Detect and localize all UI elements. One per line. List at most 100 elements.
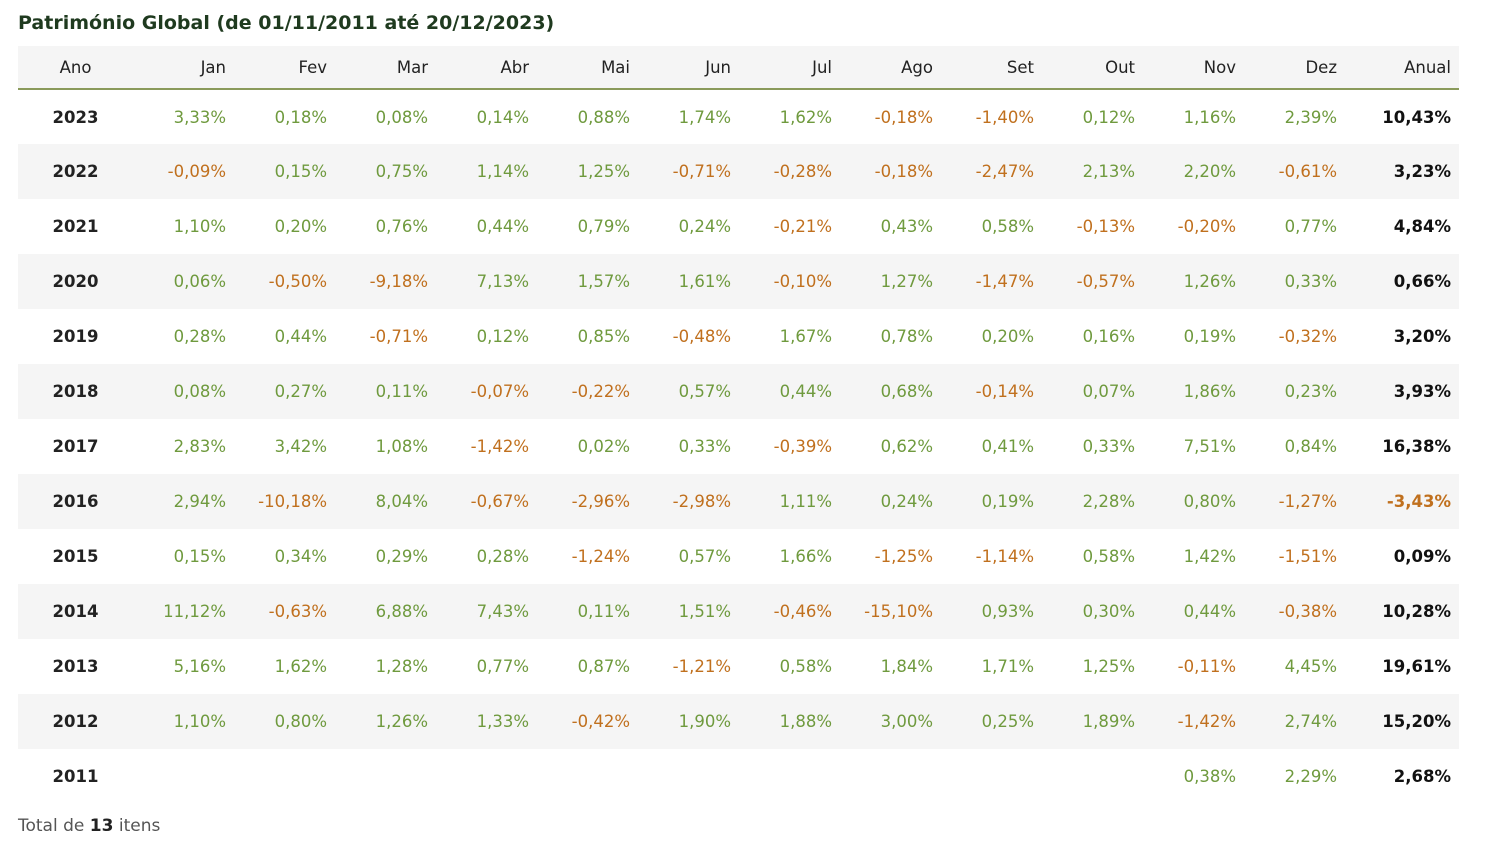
column-header-jun[interactable]: Jun xyxy=(638,46,739,90)
annual-return-cell: 0,66% xyxy=(1393,272,1451,291)
column-header-apr[interactable]: Abr xyxy=(436,46,537,90)
table-header-row: Ano Jan Fev Mar Abr Mai Jun Jul Ago Set … xyxy=(18,46,1459,90)
month-return-cell: 0,19% xyxy=(1183,327,1236,346)
month-return-cell: -0,71% xyxy=(672,162,731,181)
column-header-jul[interactable]: Jul xyxy=(739,46,840,90)
annual-return-cell: 3,23% xyxy=(1393,162,1451,181)
month-return-cell: 0,44% xyxy=(476,217,529,236)
month-return-cell: 0,23% xyxy=(1284,382,1337,401)
month-return-cell: -1,51% xyxy=(1278,547,1337,566)
month-return-cell: 7,13% xyxy=(476,272,529,291)
month-return-cell: 0,28% xyxy=(173,327,226,346)
column-header-nov[interactable]: Nov xyxy=(1143,46,1244,90)
month-return-cell: 1,84% xyxy=(880,657,933,676)
month-return-cell: 0,87% xyxy=(577,657,630,676)
month-return-cell: 0,84% xyxy=(1284,437,1337,456)
month-return-cell: -1,14% xyxy=(975,547,1034,566)
month-return-cell: 2,20% xyxy=(1183,162,1236,181)
year-cell: 2019 xyxy=(52,327,99,346)
month-return-cell: 7,51% xyxy=(1183,437,1236,456)
month-return-cell: -0,67% xyxy=(470,492,529,511)
month-return-cell: 0,15% xyxy=(274,162,327,181)
year-cell: 2022 xyxy=(52,162,99,181)
year-cell: 2015 xyxy=(52,547,99,566)
month-return-cell: 0,25% xyxy=(981,712,1034,731)
column-header-jan[interactable]: Jan xyxy=(133,46,234,90)
month-return-cell: 5,16% xyxy=(173,657,226,676)
month-return-cell: -0,21% xyxy=(773,217,832,236)
month-return-cell: 0,58% xyxy=(779,657,832,676)
month-return-cell: 0,20% xyxy=(274,217,327,236)
month-return-cell: -0,57% xyxy=(1076,272,1135,291)
table-row: 2016 2,94% -10,18% 8,04% -0,67% -2,96% -2,98% 1… xyxy=(18,474,1459,529)
month-return-cell: 1,74% xyxy=(678,107,731,127)
month-return-cell: -1,27% xyxy=(1278,492,1337,511)
month-return-cell: -1,25% xyxy=(874,547,933,566)
month-return-cell: 0,33% xyxy=(1082,437,1135,456)
month-return-cell xyxy=(537,749,638,804)
column-header-aug[interactable]: Ago xyxy=(840,46,941,90)
table-row: 2020 0,06% -0,50% -9,18% 7,13% 1,57% 1,61% -0,1… xyxy=(18,254,1459,309)
month-return-cell: 0,33% xyxy=(678,437,731,456)
month-return-cell: -2,96% xyxy=(571,492,630,511)
month-return-cell: 0,11% xyxy=(375,382,428,401)
month-return-cell: -2,98% xyxy=(672,492,731,511)
month-return-cell: -0,42% xyxy=(571,712,630,731)
table-row: 2021 1,10% 0,20% 0,76% 0,44% 0,79% 0,24% -0,21%… xyxy=(18,199,1459,254)
month-return-cell: 1,62% xyxy=(779,107,832,127)
month-return-cell: -0,46% xyxy=(773,602,832,621)
month-return-cell: -0,14% xyxy=(975,382,1034,401)
month-return-cell: 1,71% xyxy=(981,657,1034,676)
month-return-cell: 2,94% xyxy=(173,492,226,511)
month-return-cell: -0,22% xyxy=(571,382,630,401)
month-return-cell xyxy=(436,749,537,804)
month-return-cell: 1,26% xyxy=(1183,272,1236,291)
month-return-cell xyxy=(840,749,941,804)
month-return-cell xyxy=(234,749,335,804)
month-return-cell xyxy=(133,749,234,804)
month-return-cell: 0,33% xyxy=(1284,272,1337,291)
month-return-cell: 0,19% xyxy=(981,492,1034,511)
year-cell: 2020 xyxy=(52,272,99,291)
month-return-cell: 1,88% xyxy=(779,712,832,731)
column-header-may[interactable]: Mai xyxy=(537,46,638,90)
column-header-feb[interactable]: Fev xyxy=(234,46,335,90)
returns-table: Ano Jan Fev Mar Abr Mai Jun Jul Ago Set … xyxy=(18,46,1459,804)
month-return-cell: 1,67% xyxy=(779,327,832,346)
annual-return-cell: 16,38% xyxy=(1382,437,1451,456)
month-return-cell: 1,86% xyxy=(1183,382,1236,401)
month-return-cell: 1,62% xyxy=(274,657,327,676)
month-return-cell: 0,44% xyxy=(1183,602,1236,621)
table-row: 2017 2,83% 3,42% 1,08% -1,42% 0,02% 0,33% -0,39… xyxy=(18,419,1459,474)
month-return-cell: 0,38% xyxy=(1183,767,1236,786)
month-return-cell: 2,13% xyxy=(1082,162,1135,181)
month-return-cell: -1,24% xyxy=(571,547,630,566)
year-cell: 2021 xyxy=(52,217,99,236)
month-return-cell: 0,78% xyxy=(880,327,933,346)
month-return-cell: 0,62% xyxy=(880,437,933,456)
month-return-cell: 0,75% xyxy=(375,162,428,181)
month-return-cell: 0,77% xyxy=(476,657,529,676)
month-return-cell: 0,28% xyxy=(476,547,529,566)
month-return-cell: 0,80% xyxy=(1183,492,1236,511)
month-return-cell xyxy=(638,749,739,804)
month-return-cell: 0,08% xyxy=(375,107,428,127)
column-header-dec[interactable]: Dez xyxy=(1244,46,1345,90)
month-return-cell: 0,29% xyxy=(375,547,428,566)
table-row: 2023 3,33% 0,18% 0,08% 0,14% 0,88% 1,74% 1,62% -… xyxy=(18,89,1459,144)
annual-return-cell: -3,43% xyxy=(1386,492,1451,511)
annual-return-cell: 19,61% xyxy=(1382,657,1451,676)
column-header-sep[interactable]: Set xyxy=(941,46,1042,90)
column-header-year[interactable]: Ano xyxy=(18,46,133,90)
month-return-cell: 1,57% xyxy=(577,272,630,291)
column-header-oct[interactable]: Out xyxy=(1042,46,1143,90)
column-header-annual[interactable]: Anual xyxy=(1345,46,1459,90)
table-row: 2018 0,08% 0,27% 0,11% -0,07% -0,22% 0,57% 0,44… xyxy=(18,364,1459,419)
month-return-cell: -15,10% xyxy=(864,602,933,621)
column-header-mar[interactable]: Mar xyxy=(335,46,436,90)
month-return-cell: 1,27% xyxy=(880,272,933,291)
month-return-cell: -0,48% xyxy=(672,327,731,346)
month-return-cell: 0,24% xyxy=(880,492,933,511)
month-return-cell: 0,68% xyxy=(880,382,933,401)
month-return-cell: 1,61% xyxy=(678,272,731,291)
